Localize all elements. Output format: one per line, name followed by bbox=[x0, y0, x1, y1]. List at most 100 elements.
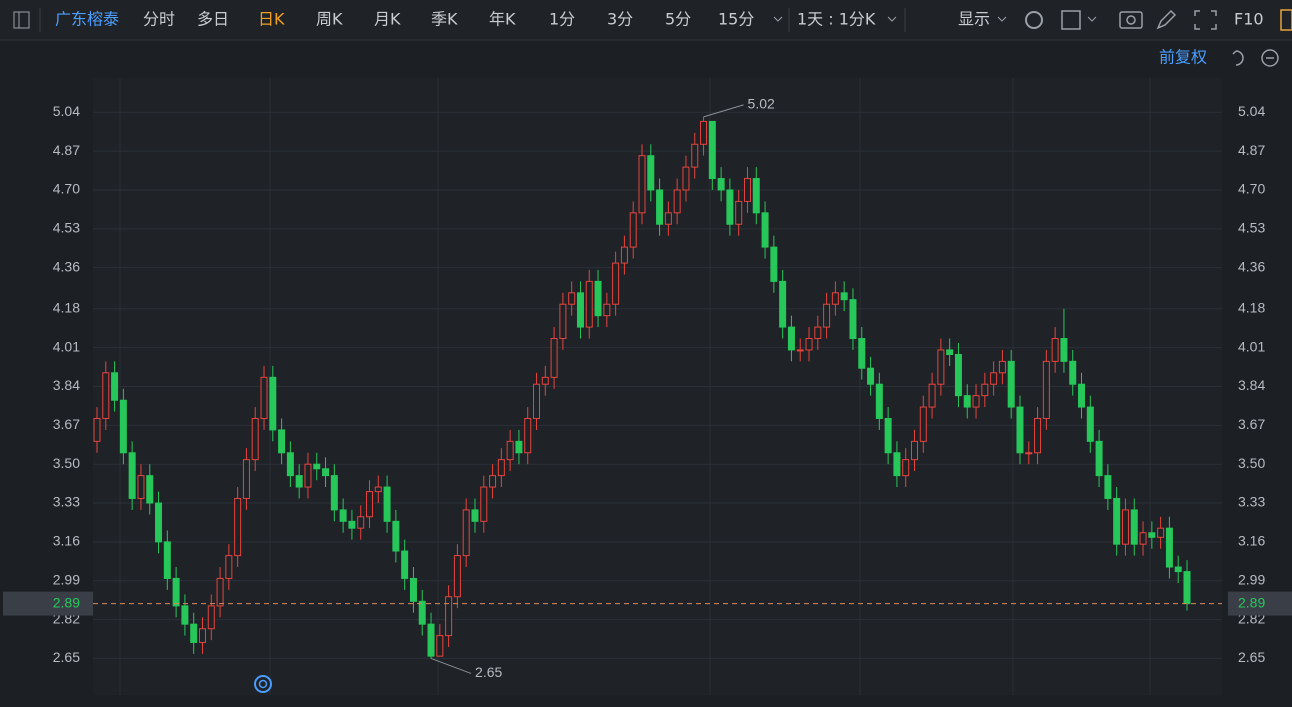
period-tab[interactable]: 3分 bbox=[607, 10, 633, 29]
candle-body bbox=[374, 486, 382, 493]
candle-body bbox=[559, 303, 567, 340]
candle-body bbox=[849, 299, 857, 340]
period-tab[interactable]: 季K bbox=[431, 10, 458, 29]
candle-body bbox=[278, 429, 286, 454]
candle-body bbox=[1078, 383, 1086, 408]
period-tab[interactable]: 分时 bbox=[143, 10, 175, 29]
y-tick-label: 4.70 bbox=[53, 181, 80, 197]
candle-body bbox=[919, 406, 927, 442]
stock-name[interactable]: 广东榕泰 bbox=[55, 10, 119, 29]
camera-icon[interactable] bbox=[1119, 11, 1143, 29]
candle-body bbox=[1183, 571, 1191, 605]
multi-day[interactable]: 1天 : 1分K bbox=[797, 10, 876, 29]
candle-body bbox=[981, 383, 989, 397]
candle-body bbox=[128, 452, 136, 499]
candle-body bbox=[418, 600, 426, 625]
candle-body bbox=[691, 143, 699, 168]
y-tick-label: 3.84 bbox=[53, 377, 80, 393]
candle-body bbox=[831, 292, 839, 305]
high-annotation: 5.02 bbox=[748, 96, 775, 112]
period-tab[interactable]: 日K bbox=[258, 10, 285, 29]
candle-body bbox=[1034, 417, 1042, 454]
candle-body bbox=[541, 376, 549, 385]
period-tab[interactable]: 15分 bbox=[718, 10, 754, 29]
candle-body bbox=[409, 577, 417, 602]
candle-body bbox=[576, 292, 584, 328]
y-tick-label-right: 3.50 bbox=[1238, 455, 1265, 471]
fullscreen-icon[interactable] bbox=[1194, 10, 1217, 30]
checkbox-icon[interactable] bbox=[1061, 10, 1081, 30]
period-tab[interactable]: 年K bbox=[489, 10, 516, 29]
candle-body bbox=[119, 399, 127, 454]
y-tick-label-right: 4.87 bbox=[1238, 142, 1265, 158]
period-tab[interactable]: 5分 bbox=[665, 10, 691, 29]
f10[interactable]: F10 bbox=[1234, 10, 1264, 29]
display-menu[interactable]: 显示 bbox=[958, 10, 990, 29]
chevron[interactable] bbox=[887, 16, 897, 22]
undo-icon[interactable] bbox=[1232, 50, 1244, 66]
chevron[interactable] bbox=[1087, 16, 1097, 22]
candle-body bbox=[1042, 360, 1050, 419]
candle-body bbox=[752, 178, 760, 214]
y-tick-label-right: 3.33 bbox=[1238, 494, 1265, 510]
chevron[interactable] bbox=[773, 16, 783, 22]
event-marker[interactable] bbox=[254, 675, 272, 693]
y-tick-label-right: 5.04 bbox=[1238, 103, 1265, 119]
candle-body bbox=[647, 155, 655, 191]
candle-body bbox=[893, 452, 901, 477]
candle-body bbox=[1016, 406, 1024, 454]
candle-body bbox=[1174, 566, 1182, 573]
y-tick-label: 4.36 bbox=[53, 258, 80, 274]
panel-icon[interactable] bbox=[1280, 9, 1292, 31]
sidebar-icon[interactable] bbox=[13, 11, 30, 29]
candle-body bbox=[1086, 406, 1094, 442]
candle-body bbox=[137, 475, 145, 499]
zoom-out-icon[interactable] bbox=[1261, 49, 1279, 67]
adjust-mode[interactable]: 前复权 bbox=[1159, 48, 1207, 67]
candle-body bbox=[840, 292, 848, 301]
candle-body bbox=[682, 166, 690, 191]
candle-body bbox=[770, 246, 778, 282]
candle-body bbox=[155, 502, 163, 543]
low-annotation: 2.65 bbox=[475, 664, 502, 680]
candle-body bbox=[383, 486, 391, 522]
candle-body bbox=[735, 200, 743, 225]
candle-body bbox=[911, 440, 918, 461]
y-tick-label: 3.67 bbox=[53, 416, 80, 432]
candle-body bbox=[401, 550, 409, 579]
y-tick-label: 3.16 bbox=[53, 533, 80, 549]
candle-body bbox=[875, 383, 883, 419]
candle-body bbox=[533, 383, 541, 419]
event-marker-inner bbox=[258, 679, 268, 689]
candle-body bbox=[462, 509, 470, 557]
period-tab[interactable]: 周K bbox=[316, 10, 343, 29]
y-tick-label-right: 3.67 bbox=[1238, 416, 1265, 432]
candle-body bbox=[480, 486, 488, 522]
candle-body bbox=[805, 338, 813, 351]
candle-body bbox=[946, 349, 954, 356]
settings-icon[interactable] bbox=[1025, 11, 1043, 29]
candle-body bbox=[339, 509, 347, 522]
edit-icon[interactable] bbox=[1156, 9, 1177, 30]
candle-body bbox=[1104, 475, 1112, 499]
candle-body bbox=[594, 280, 602, 317]
candle-body bbox=[111, 372, 119, 401]
y-tick-label-right: 2.99 bbox=[1238, 571, 1265, 587]
period-tab[interactable]: 多日 bbox=[197, 10, 229, 29]
candle-body bbox=[524, 417, 532, 454]
candle-body bbox=[102, 372, 110, 419]
chevron[interactable] bbox=[997, 16, 1007, 22]
period-tab[interactable]: 月K bbox=[374, 10, 401, 29]
candle-body bbox=[348, 520, 356, 529]
candle-body bbox=[612, 262, 620, 305]
y-tick-label: 4.01 bbox=[53, 338, 80, 354]
candle-body bbox=[717, 178, 725, 191]
y-tick-label-right: 3.16 bbox=[1238, 533, 1265, 549]
candle-body bbox=[568, 292, 576, 305]
candle-body bbox=[664, 212, 672, 225]
candle-body bbox=[506, 440, 514, 461]
period-tab[interactable]: 1分 bbox=[549, 10, 575, 29]
y-tick-label: 3.50 bbox=[53, 455, 80, 471]
candle-body bbox=[190, 623, 198, 643]
candle-body bbox=[902, 459, 910, 477]
